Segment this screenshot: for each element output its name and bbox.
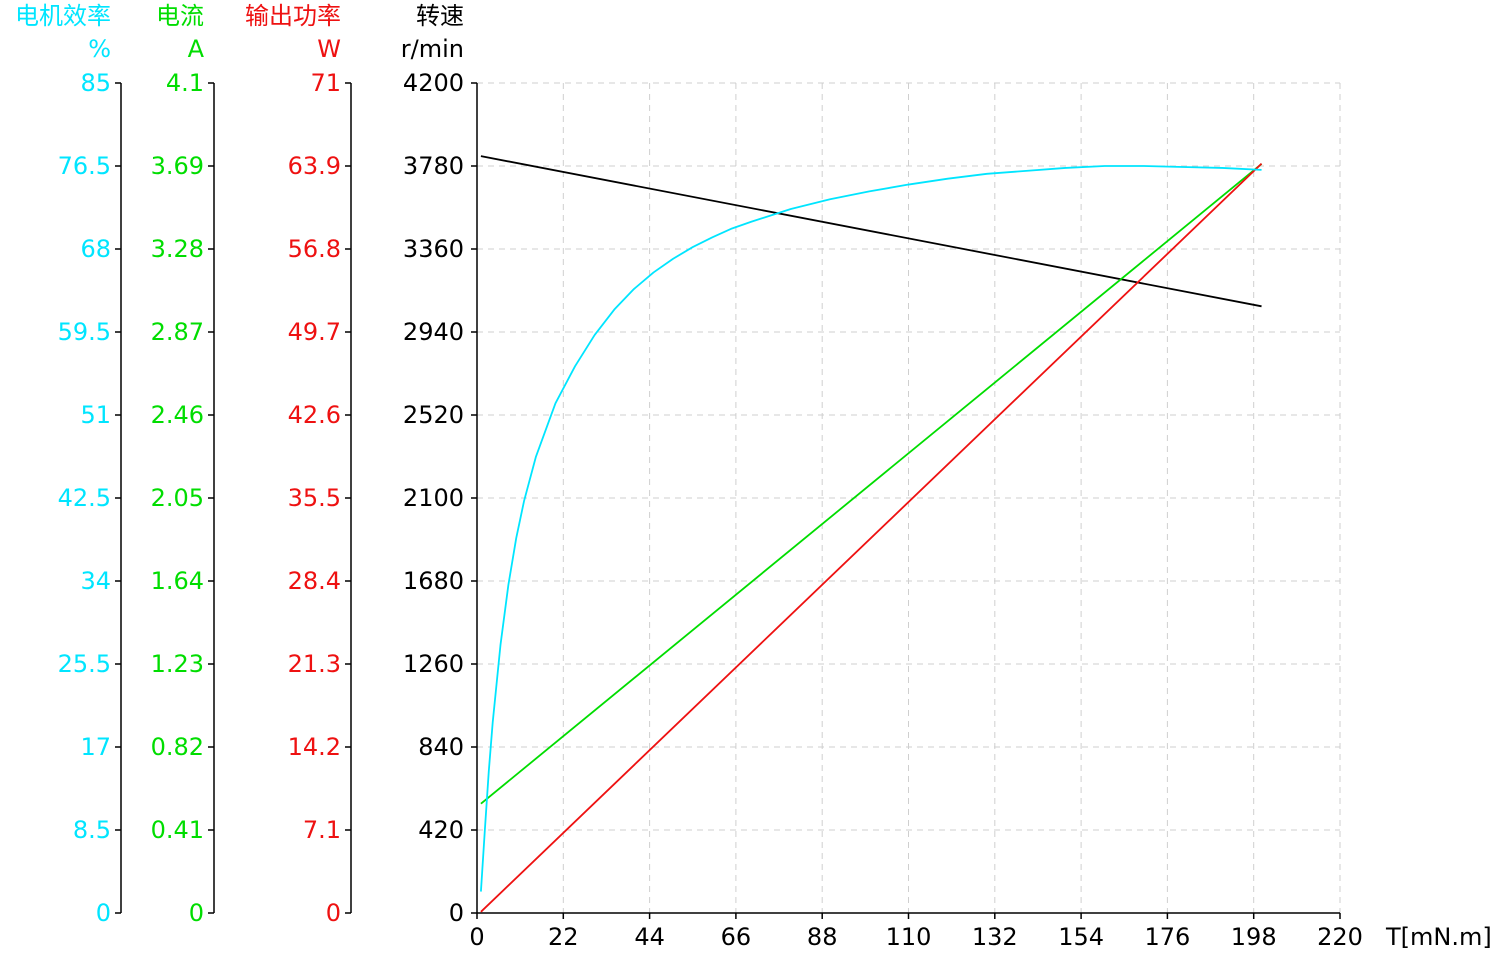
current-tick-label: 2.46 bbox=[151, 401, 204, 429]
speed-tick-label: 0 bbox=[449, 899, 464, 927]
power-tick-label: 14.2 bbox=[288, 733, 341, 761]
axes bbox=[115, 82, 1341, 919]
x-tick-label: 0 bbox=[469, 923, 484, 951]
efficiency-tick-label: 76.5 bbox=[58, 152, 111, 180]
power-series-line bbox=[480, 163, 1263, 913]
current-series-line bbox=[480, 163, 1263, 805]
power-tick-label: 35.5 bbox=[288, 484, 341, 512]
current-tick-label: 0.82 bbox=[151, 733, 204, 761]
power-tick-label: 21.3 bbox=[288, 650, 341, 678]
efficiency-tick-label: 0 bbox=[96, 899, 111, 927]
x-tick-label: 22 bbox=[548, 923, 579, 951]
current-tick-label: 1.23 bbox=[151, 650, 204, 678]
x-tick-label: 220 bbox=[1317, 923, 1363, 951]
speed-axis-title: 转速 bbox=[416, 2, 464, 30]
speed-tick-label: 3360 bbox=[403, 235, 464, 263]
power-tick-label: 49.7 bbox=[288, 318, 341, 346]
speed-tick-label: 1260 bbox=[403, 650, 464, 678]
efficiency-series-line bbox=[480, 165, 1262, 892]
speed-tick-label: 2940 bbox=[403, 318, 464, 346]
current-tick-label: 1.64 bbox=[151, 567, 204, 595]
current-tick-label: 2.05 bbox=[151, 484, 204, 512]
current-tick-label: 2.87 bbox=[151, 318, 204, 346]
efficiency-tick-label: 85 bbox=[80, 69, 111, 97]
x-tick-label: 110 bbox=[886, 923, 932, 951]
power-tick-label: 71 bbox=[310, 69, 341, 97]
x-tick-label: 176 bbox=[1144, 923, 1190, 951]
power-axis-title: 输出功率 bbox=[245, 2, 341, 30]
speed-axis-unit: r/min bbox=[401, 35, 464, 63]
power-tick-label: 42.6 bbox=[288, 401, 341, 429]
current-tick-label: 3.69 bbox=[151, 152, 204, 180]
efficiency-tick-label: 34 bbox=[80, 567, 111, 595]
grid bbox=[477, 82, 1341, 913]
current-tick-label: 0 bbox=[189, 899, 204, 927]
x-tick-label: 44 bbox=[634, 923, 665, 951]
speed-tick-label: 840 bbox=[418, 733, 464, 761]
speed-series-line bbox=[480, 155, 1262, 308]
series-lines bbox=[480, 155, 1263, 913]
axis-labels: 0 8.5 17 25.5 34 42.5 51 59.5 68 76.5 85 电机效率% 0 0.41… bbox=[15, 2, 1492, 951]
speed-tick-label: 4200 bbox=[403, 69, 464, 97]
x-axis-title: T[mN.m] bbox=[1385, 923, 1492, 951]
efficiency-tick-label: 59.5 bbox=[58, 318, 111, 346]
power-axis-unit: W bbox=[317, 35, 341, 63]
efficiency-tick-label: 42.5 bbox=[58, 484, 111, 512]
speed-tick-label: 3780 bbox=[403, 152, 464, 180]
x-tick-label: 154 bbox=[1058, 923, 1104, 951]
current-tick-label: 0.41 bbox=[151, 816, 204, 844]
power-tick-label: 7.1 bbox=[303, 816, 341, 844]
power-tick-label: 56.8 bbox=[288, 235, 341, 263]
power-tick-label: 0 bbox=[326, 899, 341, 927]
efficiency-tick-label: 25.5 bbox=[58, 650, 111, 678]
efficiency-tick-label: 8.5 bbox=[73, 816, 111, 844]
speed-tick-label: 420 bbox=[418, 816, 464, 844]
efficiency-tick-label: 17 bbox=[80, 733, 111, 761]
speed-tick-label: 2100 bbox=[403, 484, 464, 512]
speed-tick-label: 2520 bbox=[403, 401, 464, 429]
x-tick-label: 88 bbox=[807, 923, 838, 951]
efficiency-axis-title: 电机效率 bbox=[15, 2, 111, 30]
current-tick-label: 3.28 bbox=[151, 235, 204, 263]
current-tick-label: 4.1 bbox=[166, 69, 204, 97]
x-tick-label: 66 bbox=[721, 923, 752, 951]
current-axis-title: 电流 bbox=[156, 2, 204, 30]
power-tick-label: 28.4 bbox=[288, 567, 341, 595]
efficiency-tick-label: 68 bbox=[80, 235, 111, 263]
efficiency-axis-unit: % bbox=[88, 35, 111, 63]
efficiency-tick-label: 51 bbox=[80, 401, 111, 429]
x-tick-label: 132 bbox=[972, 923, 1018, 951]
current-axis-unit: A bbox=[188, 35, 205, 63]
power-tick-label: 63.9 bbox=[288, 152, 341, 180]
x-tick-label: 198 bbox=[1231, 923, 1277, 951]
speed-tick-label: 1680 bbox=[403, 567, 464, 595]
